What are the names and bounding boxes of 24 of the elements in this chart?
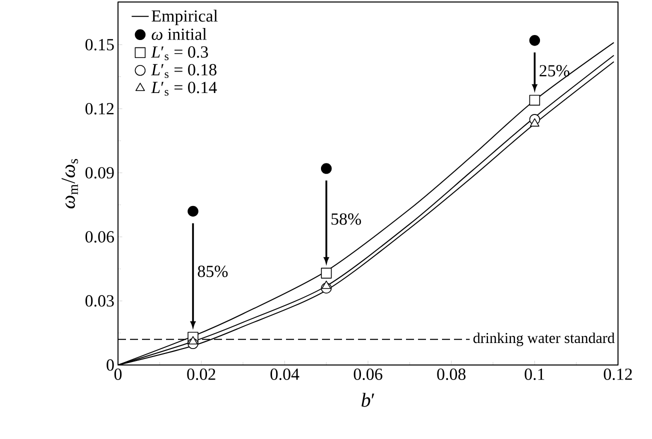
legend-label: L′$_{s}$ = 0.3	[150, 46, 208, 60]
x-tick-label: 0.12	[604, 368, 632, 380]
annotation: 25%	[540, 65, 570, 77]
annotation: 58%	[332, 213, 362, 225]
x-tick-label: 0.06	[354, 368, 382, 380]
x-tick-label: 0.08	[437, 368, 466, 380]
y-tick-label: 0.12	[85, 103, 114, 115]
x-tick-label: 0	[114, 368, 122, 380]
annotation: 85%	[198, 266, 228, 278]
x-tick-label: 0.1	[524, 368, 544, 380]
ref-line-label: drinking water standard	[473, 332, 615, 346]
y-tick-label: 0	[106, 359, 114, 371]
legend-label: L′$_{s}$ = 0.18	[150, 64, 216, 78]
y-tick-label: 0.09	[85, 167, 114, 179]
y-tick-label: 0.03	[85, 295, 114, 307]
x-axis-title: b′	[362, 392, 374, 407]
x-tick-label: 0.02	[187, 368, 216, 380]
x-tick-label: 0.04	[270, 368, 300, 380]
y-tick-label: 0.15	[85, 38, 114, 50]
y-tick-label: 0.06	[85, 231, 114, 243]
y-axis-title: ω$_{m}$/ω$_{s}$	[62, 159, 78, 208]
legend-label: Empirical	[152, 10, 218, 26]
legend-label: L′$_{s}$ = 0.14	[150, 82, 217, 96]
legend-label: ω initial	[152, 28, 207, 40]
